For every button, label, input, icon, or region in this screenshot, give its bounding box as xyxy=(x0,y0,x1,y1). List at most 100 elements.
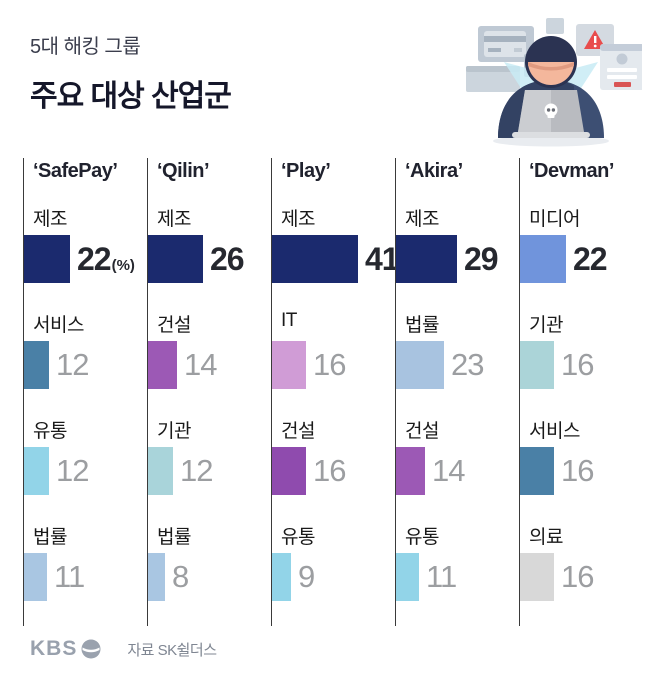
bar-label: 법률 xyxy=(33,527,67,548)
bar-value-number: 16 xyxy=(561,559,594,594)
bar-label: IT xyxy=(281,310,297,331)
group-name: ‘SafePay’ xyxy=(33,160,118,182)
bar-row: 법률 11 xyxy=(24,522,147,628)
bar xyxy=(24,447,49,495)
bar-line: 16 xyxy=(520,341,643,389)
bar-value-number: 41 xyxy=(365,240,400,277)
bar-line: 9 xyxy=(272,553,395,601)
bar-label: 법률 xyxy=(157,527,191,548)
bar-value-number: 29 xyxy=(464,240,499,277)
bar-label: 제조 xyxy=(157,209,191,230)
bar-line: 12 xyxy=(148,447,271,495)
bar-value: 22(%) xyxy=(77,241,135,278)
bar-line: 26 xyxy=(148,235,271,283)
bar xyxy=(272,235,358,283)
bar-value-number: 14 xyxy=(184,347,217,382)
bar-value-number: 16 xyxy=(561,453,594,488)
bar-value: 16 xyxy=(313,453,346,489)
bar-row: 기관 16 xyxy=(520,310,643,416)
bar-line: 29 xyxy=(396,235,519,283)
bar-row: 의료 16 xyxy=(520,522,643,628)
window-blank-icon xyxy=(466,66,520,92)
chart-columns: ‘SafePay’ 제조 22(%) 서비스 12 유통 12 법률 11 ‘Qilin’ 제조 26… xyxy=(23,158,643,626)
bar-label: 제조 xyxy=(33,209,67,230)
bar xyxy=(520,553,554,601)
bar-value-number: 9 xyxy=(298,559,315,594)
group-name: ‘Qilin’ xyxy=(157,160,210,182)
bar-label: 제조 xyxy=(405,209,439,230)
bar-value: 41 xyxy=(365,240,400,278)
bar-label: 유통 xyxy=(33,421,67,442)
bar xyxy=(520,235,566,283)
bar-row: 제조 41 xyxy=(272,204,400,310)
bar-value-number: 11 xyxy=(426,559,457,594)
bar xyxy=(148,553,165,601)
bar xyxy=(24,341,49,389)
bar-label: 기관 xyxy=(157,421,191,442)
bar xyxy=(272,341,306,389)
bar-row: 기관 12 xyxy=(148,416,271,522)
bar xyxy=(148,447,173,495)
bar-row: 유통 9 xyxy=(272,522,395,628)
bar-value: 12 xyxy=(56,347,89,383)
bar-value: 11 xyxy=(426,559,457,595)
group-column: ‘SafePay’ 제조 22(%) 서비스 12 유통 12 법률 11 xyxy=(23,158,147,626)
bar-row: 미디어 22 xyxy=(520,204,643,310)
chart-title: 주요 대상 산업군 xyxy=(30,80,232,113)
bar-value-number: 22 xyxy=(573,240,608,277)
bar-value: 9 xyxy=(298,559,315,595)
bar-value: 14 xyxy=(184,347,217,383)
bar-line: 23 xyxy=(396,341,519,389)
bar-line: 16 xyxy=(520,553,643,601)
bar-line: 22(%) xyxy=(24,235,147,283)
bar-value-number: 22 xyxy=(77,240,112,277)
bar xyxy=(396,341,444,389)
bar-label: 제조 xyxy=(281,209,315,230)
bar-value-number: 8 xyxy=(172,559,189,594)
bar-value-number: 12 xyxy=(56,347,89,382)
kbs-globe-icon xyxy=(81,639,101,659)
bar-row: 제조 29 xyxy=(396,204,519,310)
bar-value-number: 16 xyxy=(313,453,346,488)
bar-row: 서비스 16 xyxy=(520,416,643,522)
bar-value: 16 xyxy=(561,453,594,489)
bar-label: 유통 xyxy=(405,527,439,548)
bar-row: 제조 22(%) xyxy=(24,204,147,310)
footer: KBS 자료 SK쉴더스 xyxy=(30,637,217,661)
bar-row: IT 16 xyxy=(272,310,395,416)
bar-value: 12 xyxy=(56,453,89,489)
window-small-icon xyxy=(546,18,564,34)
bar xyxy=(520,447,554,495)
bar-line: 22 xyxy=(520,235,643,283)
bar-line: 11 xyxy=(396,553,519,601)
bar-value-number: 12 xyxy=(180,453,213,488)
bar xyxy=(396,553,419,601)
bar-label: 유통 xyxy=(281,527,315,548)
bar-label: 건설 xyxy=(157,315,191,336)
bar-value: 26 xyxy=(210,241,245,278)
bar-value-number: 23 xyxy=(451,347,484,382)
bar-value: 16 xyxy=(561,559,594,595)
bar xyxy=(272,447,306,495)
bar-row: 건설 14 xyxy=(148,310,271,416)
window-credit-card-icon xyxy=(478,26,534,62)
window-login-icon xyxy=(600,44,642,90)
chart-subtitle: 5대 해킹 그룹 xyxy=(30,36,141,58)
bar xyxy=(24,553,47,601)
bar-row: 건설 16 xyxy=(272,416,395,522)
bar xyxy=(148,235,203,283)
bar xyxy=(148,341,177,389)
bar-line: 16 xyxy=(272,447,395,495)
bar-row: 법률 23 xyxy=(396,310,519,416)
bar-label: 건설 xyxy=(405,421,439,442)
header: 5대 해킹 그룹 주요 대상 산업군 xyxy=(30,30,232,115)
bar-value: 11 xyxy=(54,559,85,595)
bar-line: 12 xyxy=(24,341,147,389)
bar-row: 서비스 12 xyxy=(24,310,147,416)
group-column: ‘Qilin’ 제조 26 건설 14 기관 12 법률 8 xyxy=(147,158,271,626)
bar-label: 미디어 xyxy=(529,209,580,230)
group-name: ‘Play’ xyxy=(281,160,331,182)
kbs-logo-text: KBS xyxy=(30,637,78,660)
skull-icon xyxy=(544,103,558,118)
